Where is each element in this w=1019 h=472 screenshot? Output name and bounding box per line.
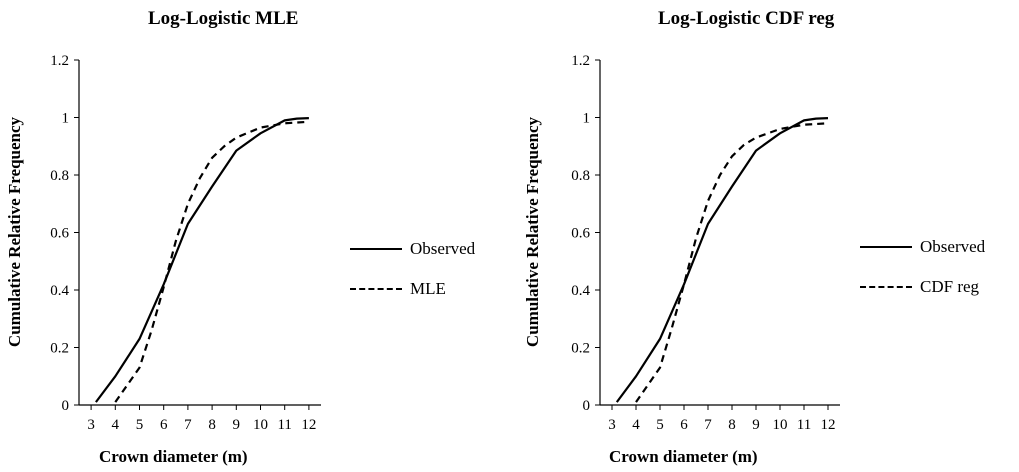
x-tick-label: 6 (160, 417, 168, 433)
dashed-line-swatch (860, 286, 912, 288)
y-tick-label: 0.4 (50, 283, 69, 299)
x-tick-label: 12 (821, 417, 836, 433)
series-line-observed (95, 117, 309, 403)
x-tick-label: 7 (184, 417, 192, 433)
x-tick-label: 7 (704, 417, 712, 433)
plot-area: 0 0.2 0.4 0.6 0.8 1 1.2 3 4 5 6 7 8 9 10 11 12 (50, 53, 321, 433)
legend-item-observed: Observed (860, 235, 985, 259)
legend-item-mle: MLE (350, 277, 475, 301)
chart-title: Log-Logistic CDF reg (658, 8, 835, 29)
chart-title: Log-Logistic MLE (148, 8, 299, 29)
legend-item-observed: Observed (350, 237, 475, 261)
x-tick-label: 8 (208, 417, 216, 433)
x-tick-label: 11 (277, 417, 291, 433)
y-tick-label: 1.2 (50, 53, 69, 69)
y-tick-label: 0.2 (571, 341, 590, 357)
x-tick-label: 10 (773, 417, 788, 433)
x-tick-label: 8 (728, 417, 736, 433)
legend-label: Observed (410, 239, 476, 258)
legend-label: Observed (920, 237, 986, 256)
y-tick-label: 0 (583, 398, 591, 414)
y-tick-label: 1.2 (571, 53, 590, 69)
x-tick-label: 12 (301, 417, 316, 433)
legend-label: CDF reg (920, 277, 980, 296)
x-tick-label: 3 (87, 417, 95, 433)
x-tick-label: 4 (632, 417, 640, 433)
x-tick-label: 4 (112, 417, 120, 433)
legend: Observed CDF reg (860, 235, 985, 315)
x-tick-label: 11 (797, 417, 811, 433)
x-tick-label: 5 (136, 417, 144, 433)
y-tick-label: 0.8 (50, 168, 69, 184)
y-tick-label: 0.4 (571, 283, 590, 299)
series-line-mle (114, 120, 309, 403)
dashed-line-swatch (350, 288, 402, 290)
x-tick-label: 5 (656, 417, 664, 433)
y-tick-label: 0.8 (571, 168, 590, 184)
plot-area: 0 0.2 0.4 0.6 0.8 1 1.2 3 4 5 6 7 8 9 10 11 12 (571, 53, 840, 433)
legend-item-cdf-reg: CDF reg (860, 275, 985, 299)
x-tick-label: 9 (233, 417, 241, 433)
x-tick-label: 10 (253, 417, 268, 433)
series-line-cdf-reg (635, 122, 829, 403)
legend: Observed MLE (350, 237, 475, 317)
y-tick-label: 0.2 (50, 341, 69, 357)
solid-line-swatch (860, 246, 912, 248)
series-line-observed (615, 117, 829, 403)
x-axis-label: Crown diameter (m) (99, 447, 248, 466)
x-tick-label: 3 (608, 417, 616, 433)
x-axis-label: Crown diameter (m) (609, 447, 758, 466)
chart-panel-mle: Log-Logistic MLE Cumulative Relative Fre… (5, 8, 475, 466)
solid-line-swatch (350, 248, 402, 250)
y-tick-label: 1 (583, 111, 591, 127)
x-tick-label: 6 (680, 417, 688, 433)
y-tick-label: 1 (62, 111, 70, 127)
y-tick-label: 0 (62, 398, 70, 414)
chart-panel-cdf-reg: Log-Logistic CDF reg Cumulative Relative… (509, 0, 1019, 472)
y-tick-label: 0.6 (571, 226, 590, 242)
x-tick-label: 9 (752, 417, 760, 433)
legend-label: MLE (410, 279, 446, 298)
y-tick-label: 0.6 (50, 226, 69, 242)
